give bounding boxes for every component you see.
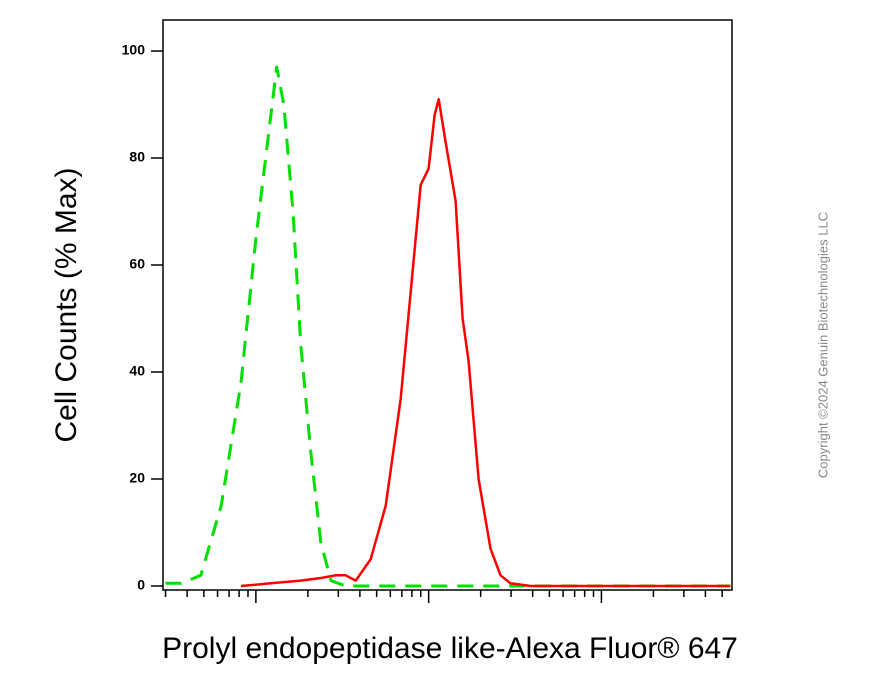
- y-tick-label: 80: [129, 149, 145, 165]
- y-tick-label: 40: [129, 363, 145, 379]
- x-axis-label: Prolyl endopeptidase like-Alexa Fluor® 6…: [162, 632, 738, 665]
- y-axis-label: Cell Counts (% Max): [50, 167, 83, 442]
- histogram-line: [240, 97, 731, 588]
- y-tick-label: 60: [129, 256, 145, 272]
- y-tick-label: 20: [129, 470, 145, 486]
- y-tick-label: 100: [122, 42, 146, 58]
- plot-frame: [162, 19, 733, 591]
- copyright: Copyright ©2024 Genuin Biotechnologies L…: [815, 212, 830, 478]
- y-tick-label: 0: [137, 577, 145, 593]
- histogram-line: [165, 65, 731, 588]
